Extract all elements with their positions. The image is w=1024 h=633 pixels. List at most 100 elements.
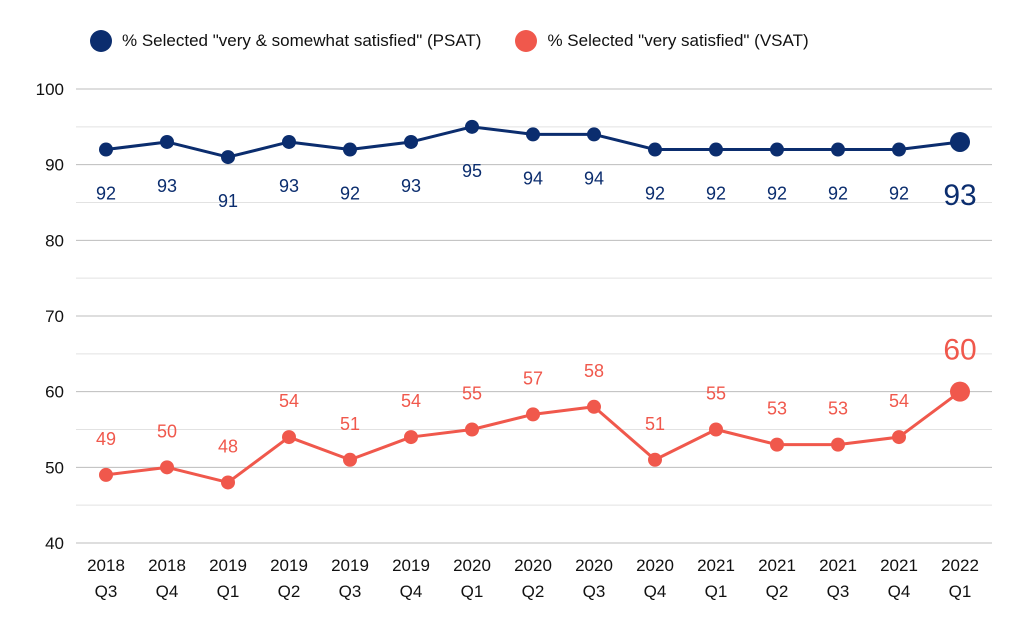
data-label: 91	[218, 191, 238, 211]
data-label: 92	[889, 184, 909, 204]
legend-item-vsat: % Selected "very satisfied" (VSAT)	[515, 30, 809, 52]
data-label: 92	[645, 184, 665, 204]
data-label: 95	[462, 161, 482, 181]
x-tick-label-year: 2021	[819, 556, 857, 575]
data-point	[465, 422, 479, 437]
data-label: 57	[523, 368, 543, 388]
legend-item-psat: % Selected "very & somewhat satisfied" (…	[90, 30, 481, 52]
data-point	[282, 430, 296, 445]
x-tick-label-year: 2020	[636, 556, 674, 575]
y-tick-label: 50	[45, 458, 64, 477]
data-point	[160, 134, 174, 149]
x-tick-label-year: 2020	[514, 556, 552, 575]
data-label: 92	[96, 184, 116, 204]
x-tick-label-year: 2021	[880, 556, 918, 575]
data-label: 93	[943, 179, 976, 212]
data-point	[221, 150, 235, 165]
y-tick-label: 60	[45, 383, 64, 402]
data-label: 49	[96, 429, 116, 449]
y-tick-label: 100	[36, 80, 64, 99]
data-label: 58	[584, 361, 604, 381]
data-point	[709, 142, 723, 157]
x-tick-label-year: 2019	[331, 556, 369, 575]
y-tick-label: 70	[45, 307, 64, 326]
x-tick-label-quarter: Q2	[522, 582, 545, 601]
x-tick-label-quarter: Q4	[156, 582, 179, 601]
data-point	[709, 422, 723, 437]
data-point	[950, 381, 970, 402]
data-point	[282, 134, 296, 149]
data-label: 50	[157, 421, 177, 441]
data-label: 92	[828, 184, 848, 204]
x-tick-label-quarter: Q3	[583, 582, 606, 601]
data-label: 54	[401, 391, 421, 411]
y-tick-label: 40	[45, 534, 64, 553]
x-tick-label-year: 2018	[87, 556, 125, 575]
x-tick-label-quarter: Q1	[705, 582, 728, 601]
data-label: 54	[279, 391, 299, 411]
x-tick-label-year: 2020	[453, 556, 491, 575]
data-label: 92	[767, 184, 787, 204]
data-point	[831, 142, 845, 157]
x-tick-label-quarter: Q4	[400, 582, 423, 601]
y-tick-label: 80	[45, 231, 64, 250]
data-point	[526, 407, 540, 422]
x-tick-label-quarter: Q3	[827, 582, 850, 601]
data-label: 92	[706, 184, 726, 204]
x-tick-label-quarter: Q3	[95, 582, 118, 601]
x-tick-label-year: 2019	[270, 556, 308, 575]
data-point	[404, 134, 418, 149]
data-point	[160, 460, 174, 475]
data-point	[465, 119, 479, 134]
legend-label-psat: % Selected "very & somewhat satisfied" (…	[122, 31, 482, 50]
data-label: 53	[767, 399, 787, 419]
data-point	[648, 452, 662, 467]
legend-marker-psat	[90, 30, 112, 52]
data-label: 93	[157, 176, 177, 196]
data-point	[892, 142, 906, 157]
data-label: 51	[645, 414, 665, 434]
x-tick-label-year: 2022	[941, 556, 979, 575]
data-point	[587, 127, 601, 142]
data-point	[587, 399, 601, 414]
data-label: 92	[340, 184, 360, 204]
data-label: 54	[889, 391, 909, 411]
data-point	[648, 142, 662, 157]
x-tick-label-quarter: Q1	[217, 582, 240, 601]
legend-marker-vsat	[515, 30, 538, 52]
data-label: 48	[218, 436, 238, 456]
data-point	[770, 437, 784, 452]
x-tick-label-quarter: Q3	[339, 582, 362, 601]
x-tick-label-year: 2020	[575, 556, 613, 575]
data-point	[99, 467, 113, 482]
data-point	[343, 142, 357, 157]
x-tick-label-year: 2021	[758, 556, 796, 575]
legend: % Selected "very & somewhat satisfied" (…	[90, 30, 809, 52]
y-tick-label: 90	[45, 156, 64, 175]
x-tick-label-quarter: Q4	[644, 582, 667, 601]
x-tick-label-quarter: Q4	[888, 582, 911, 601]
data-label: 55	[462, 384, 482, 404]
data-label: 93	[401, 176, 421, 196]
x-tick-label-year: 2018	[148, 556, 186, 575]
legend-label-vsat: % Selected "very satisfied" (VSAT)	[547, 31, 809, 50]
data-point	[770, 142, 784, 157]
data-point	[221, 475, 235, 490]
data-label: 55	[706, 384, 726, 404]
data-point	[950, 131, 970, 152]
x-tick-label-quarter: Q1	[461, 582, 484, 601]
data-point	[892, 430, 906, 445]
data-label: 94	[523, 168, 543, 188]
data-label: 51	[340, 414, 360, 434]
data-point	[99, 142, 113, 157]
data-label: 94	[584, 168, 604, 188]
data-point	[831, 437, 845, 452]
data-point	[526, 127, 540, 142]
data-point	[343, 452, 357, 467]
x-tick-label-year: 2019	[392, 556, 430, 575]
x-tick-label-quarter: Q2	[766, 582, 789, 601]
data-label: 93	[279, 176, 299, 196]
data-label: 60	[943, 334, 976, 367]
